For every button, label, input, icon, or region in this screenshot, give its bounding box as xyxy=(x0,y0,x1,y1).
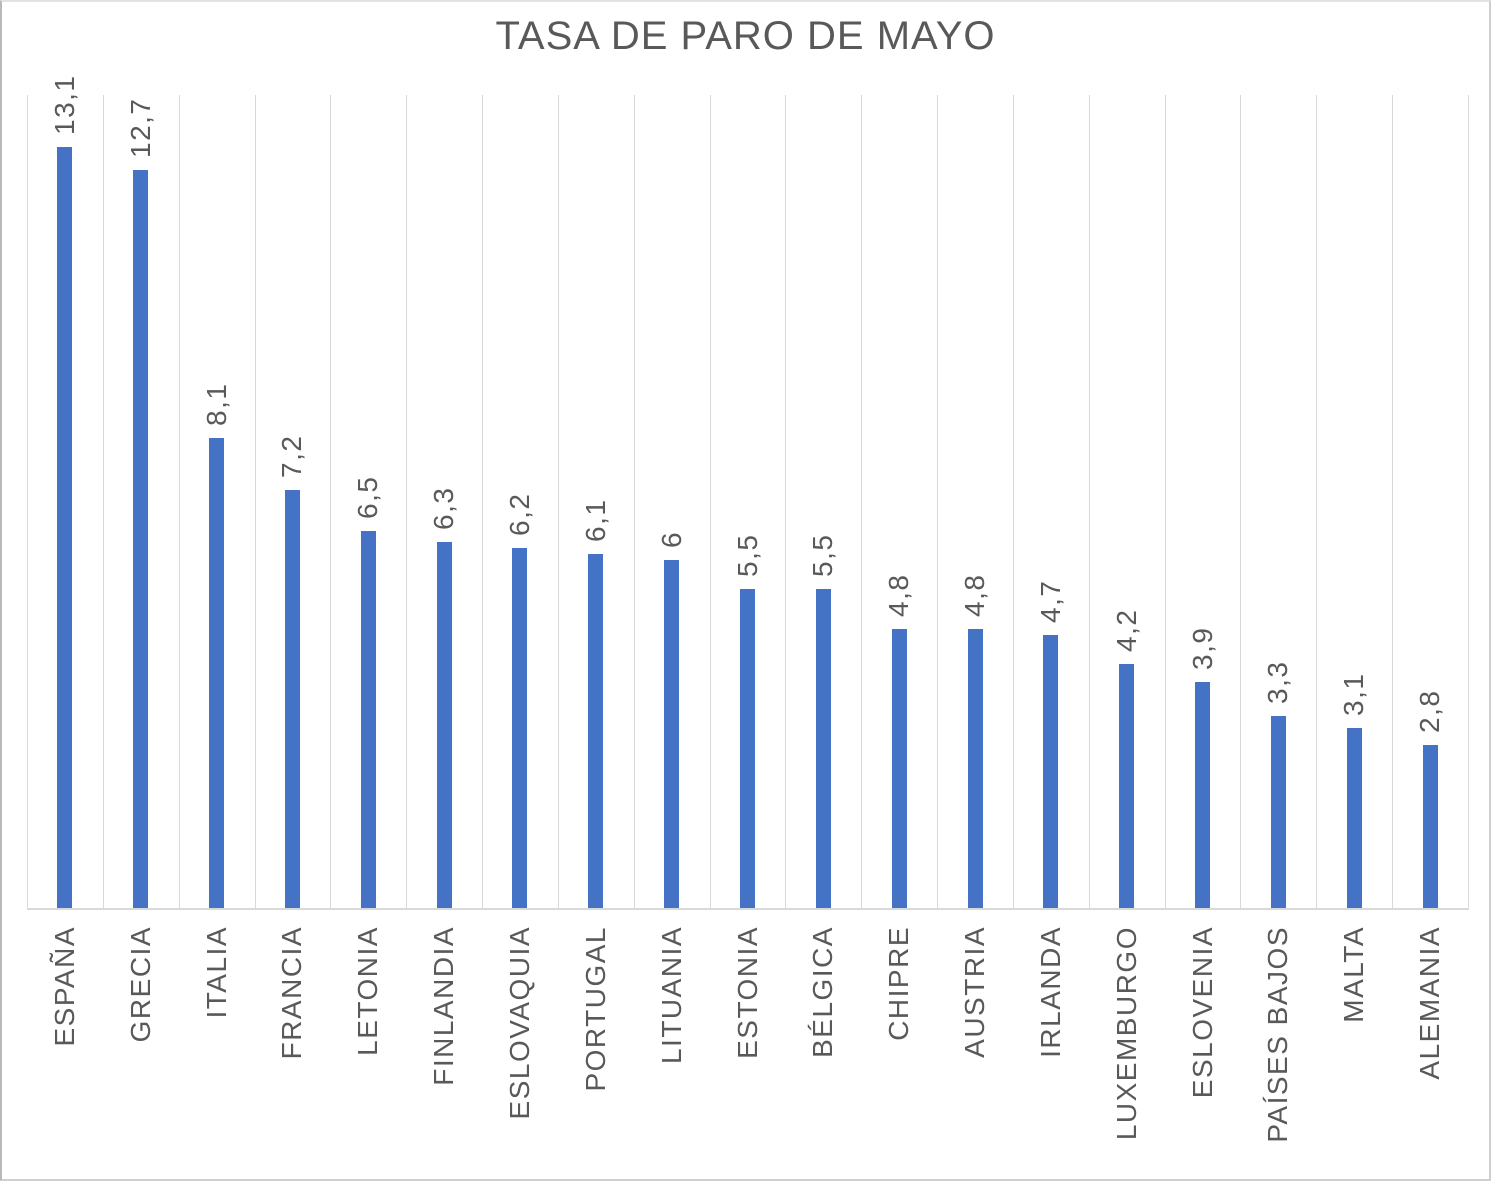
gridline xyxy=(633,95,635,908)
bar-value-label: 6,3 xyxy=(428,486,460,530)
bar xyxy=(1422,745,1438,908)
gridline xyxy=(1164,95,1166,908)
x-axis-label: CHIPRE xyxy=(883,926,915,1041)
x-axis-label: BÉLGICA xyxy=(807,926,839,1058)
x-axis-label: ESLOVAQUIA xyxy=(503,926,535,1120)
x-axis-label: MALTA xyxy=(1338,926,1370,1023)
bar xyxy=(588,554,604,908)
bar-value-label: 12,7 xyxy=(124,97,156,159)
gridline xyxy=(406,95,408,908)
bar-value-label: 7,2 xyxy=(276,434,308,478)
bar xyxy=(436,542,452,908)
gridline xyxy=(27,95,28,908)
bar-value-label: 5,5 xyxy=(807,533,839,577)
bar xyxy=(133,170,149,908)
gridline xyxy=(1012,95,1014,908)
x-axis-label: FRANCIA xyxy=(276,926,308,1060)
bar-value-label: 4,2 xyxy=(1110,608,1142,652)
bar-value-label: 6,1 xyxy=(579,498,611,542)
x-axis-label: PORTUGAL xyxy=(579,926,611,1092)
bar-value-label: 3,9 xyxy=(1186,626,1218,670)
bar xyxy=(57,147,73,908)
bar-value-label: 6,2 xyxy=(503,492,535,536)
bar xyxy=(1043,635,1059,908)
bar-value-label: 3,3 xyxy=(1262,660,1294,704)
bar xyxy=(1346,728,1362,908)
x-axis-label: LUXEMBURGO xyxy=(1110,926,1142,1141)
x-axis-label: ALEMANIA xyxy=(1414,926,1446,1080)
bar-value-label: 3,1 xyxy=(1338,672,1370,716)
gridline xyxy=(330,95,332,908)
gridline xyxy=(557,95,559,908)
x-axis-label: PAÍSES BAJOS xyxy=(1262,926,1294,1143)
bar-value-label: 8,1 xyxy=(200,382,232,426)
x-axis-line xyxy=(27,908,1469,910)
gridline xyxy=(1316,95,1318,908)
bar xyxy=(284,490,300,908)
bar xyxy=(360,531,376,908)
bar xyxy=(209,438,225,908)
gridline xyxy=(785,95,787,908)
bar-value-label: 2,8 xyxy=(1414,689,1446,733)
gridline xyxy=(178,95,180,908)
bar-value-label: 4,8 xyxy=(883,573,915,617)
gridline xyxy=(1240,95,1242,908)
gridline xyxy=(937,95,939,908)
gridline xyxy=(1468,95,1469,908)
bar-value-label: 4,7 xyxy=(1034,579,1066,623)
x-axis-label: GRECIA xyxy=(124,926,156,1043)
gridline xyxy=(709,95,711,908)
x-axis-label: ESLOVENIA xyxy=(1186,926,1218,1099)
gridline xyxy=(1392,95,1394,908)
gridline xyxy=(861,95,863,908)
bar xyxy=(967,629,983,908)
gridline xyxy=(1088,95,1090,908)
bar xyxy=(815,589,831,908)
x-axis-label: FINLANDIA xyxy=(428,926,460,1086)
bar xyxy=(664,560,680,908)
bar xyxy=(1119,664,1135,908)
x-axis-label: AUSTRIA xyxy=(959,926,991,1058)
bar xyxy=(740,589,755,908)
bar-value-label: 13,1 xyxy=(48,74,80,136)
x-axis-label: IRLANDA xyxy=(1034,926,1066,1058)
x-axis-label: ITALIA xyxy=(200,926,232,1019)
x-axis-label: ESTONIA xyxy=(731,926,763,1059)
gridline xyxy=(482,95,484,908)
chart-title: TASA DE PARO DE MAYO xyxy=(495,14,996,58)
bar xyxy=(891,629,907,908)
bar xyxy=(1270,716,1286,908)
bar-value-label: 6,5 xyxy=(352,475,384,519)
bar xyxy=(512,548,528,908)
bar xyxy=(1195,682,1211,908)
gridline xyxy=(102,95,104,908)
x-axis-label: LITUANIA xyxy=(655,926,687,1065)
bar-value-label: 5,5 xyxy=(731,533,763,577)
gridline xyxy=(254,95,256,908)
x-axis-label: ESPAÑA xyxy=(48,926,80,1047)
bar-value-label: 6 xyxy=(655,530,687,548)
bar-value-label: 4,8 xyxy=(959,573,991,617)
x-axis-label: LETONIA xyxy=(352,926,384,1056)
